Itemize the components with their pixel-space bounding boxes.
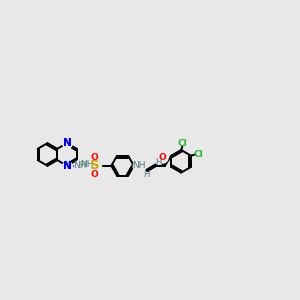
- Text: S: S: [90, 159, 99, 172]
- Text: N: N: [63, 161, 71, 171]
- Text: NH: NH: [133, 161, 146, 170]
- Text: NH: NH: [73, 161, 87, 170]
- Text: Cl: Cl: [178, 139, 187, 148]
- Text: O: O: [91, 170, 98, 179]
- Text: O: O: [91, 153, 98, 162]
- Text: NH: NH: [80, 160, 93, 169]
- Text: H: H: [143, 169, 150, 178]
- Text: Cl: Cl: [194, 150, 203, 159]
- Text: H: H: [155, 158, 161, 167]
- Text: N: N: [63, 138, 71, 148]
- Text: N: N: [63, 138, 71, 148]
- Text: O: O: [159, 153, 166, 162]
- Text: N: N: [63, 161, 71, 171]
- Text: N: N: [63, 161, 71, 171]
